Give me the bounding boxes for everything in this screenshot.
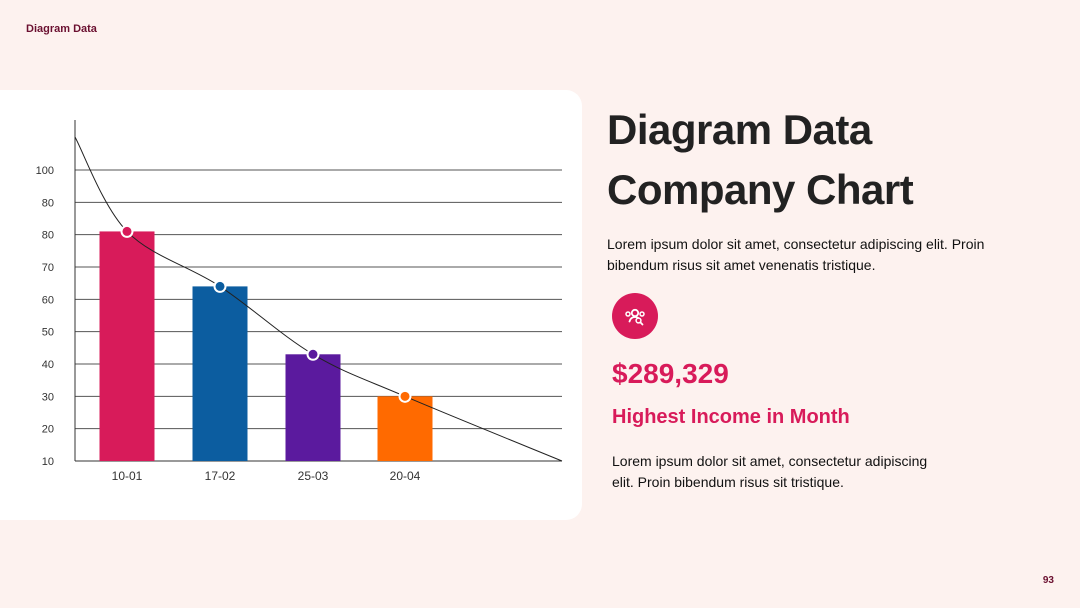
stat-icon-badge [612,293,658,339]
y-tick-label: 60 [42,294,54,306]
y-tick-label: 80 [42,230,54,242]
x-tick-label: 10-01 [112,469,143,483]
chart-card: 10 20 30 40 50 60 70 80 80 100 10-01 17-02 25-03 20-0… [0,90,582,520]
user-search-icon [625,308,645,326]
y-tick-label: 30 [42,391,54,403]
header-label: Diagram Data [26,23,97,35]
x-tick-label: 17-02 [205,469,236,483]
data-point-marker [120,224,134,238]
stat-value: $289,329 [612,358,729,389]
x-tick-label: 20-04 [390,469,421,483]
bar [192,286,248,461]
bar [99,231,155,461]
page-title: Diagram Data Company Chart [607,100,914,220]
bar [285,354,341,461]
trend-line [74,136,563,462]
y-tick-label: 80 [42,197,54,209]
y-tick-label: 70 [42,262,54,274]
bar [377,396,433,461]
x-tick-label: 25-03 [298,469,329,483]
y-tick-label: 40 [42,359,54,371]
stat-description: Lorem ipsum dolor sit amet, consectetur … [612,453,928,490]
y-tick-label: 20 [42,424,54,436]
data-point-marker [213,279,227,293]
stat-label: Highest Income in Month [612,406,850,428]
title-line-1: Diagram Data [607,106,872,153]
bar-chart: 10 20 30 40 50 60 70 80 80 100 10-01 17-02 25-03 20-0… [36,120,563,483]
page-number: 93 [1042,575,1054,586]
y-tick-label: 50 [42,327,54,339]
y-tick-label: 10 [42,456,54,468]
y-tick-label: 100 [36,165,54,177]
description-text: Lorem ipsum dolor sit amet, consectetur … [607,236,985,273]
title-line-2: Company Chart [607,166,914,213]
data-point-marker [306,347,320,361]
data-point-marker [398,389,412,403]
